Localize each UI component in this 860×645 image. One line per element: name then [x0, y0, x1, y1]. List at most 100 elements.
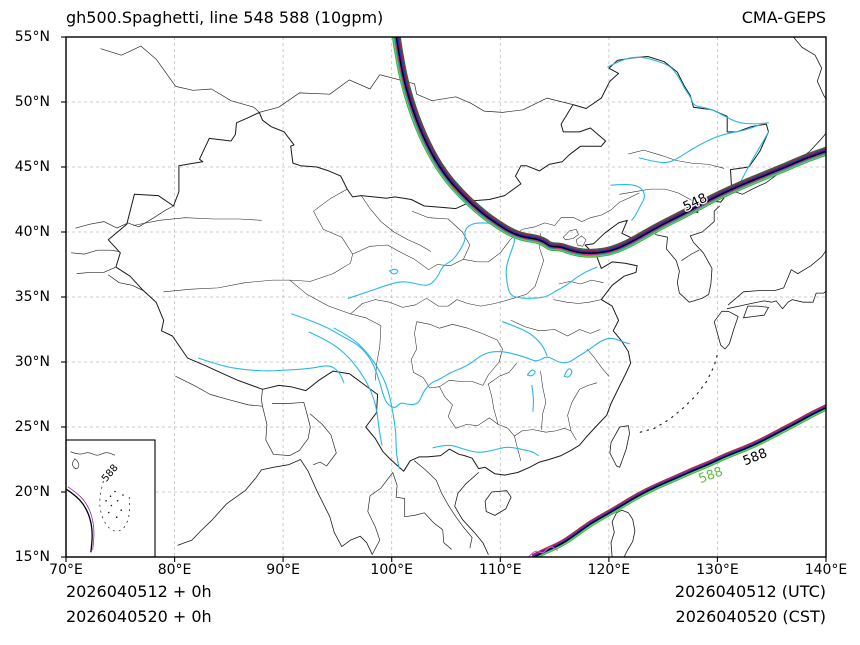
init-time-utc: 2026040512 + 0h	[66, 582, 212, 601]
foreign-border	[681, 249, 700, 261]
river	[531, 384, 535, 412]
valid-time-utc: 2026040512 (UTC)	[674, 582, 826, 601]
coastline	[609, 425, 630, 468]
y-axis: 55°N 50°N 45°N 40°N 35°N 30°N 25°N 20°N 15°N	[0, 29, 58, 565]
inset-island-dot	[116, 500, 119, 502]
coastline	[610, 509, 636, 557]
x-tick-label: 130°E	[696, 562, 739, 578]
foreign-border	[75, 205, 174, 229]
river	[388, 268, 399, 275]
axes	[61, 36, 827, 562]
x-tick-label: 90°E	[266, 562, 300, 578]
y-tick-label: 20°N	[14, 484, 50, 500]
inset-island-dot	[115, 516, 118, 518]
foreign-border	[71, 249, 120, 255]
coastline	[743, 305, 769, 319]
footer-left: 2026040512 + 0h 2026040520 + 0h	[66, 579, 212, 629]
contour-548-member	[399, 37, 826, 250]
foreign-border	[258, 74, 574, 113]
province-border	[514, 435, 522, 462]
init-time-cst: 2026040520 + 0h	[66, 607, 212, 626]
x-axis: 70°E 80°E 90°E 100°E 110°E 120°E 130°E 140°E	[49, 562, 847, 582]
inset-island-dot	[110, 504, 113, 507]
river	[638, 124, 760, 164]
contour-548-member	[393, 37, 826, 256]
inset-island-dot	[109, 495, 112, 498]
inset-map: 588	[65, 439, 156, 558]
inset-island-dot	[107, 511, 110, 514]
river	[347, 222, 598, 299]
province-border	[586, 348, 610, 377]
contour-588-member	[531, 404, 826, 557]
x-tick-label: 140°E	[804, 562, 848, 578]
contour-548-member	[396, 37, 826, 253]
contour-588-member	[536, 408, 826, 557]
province-border	[439, 386, 577, 441]
foreign-border	[404, 498, 452, 550]
valid-time-cst: 2026040520 (CST)	[675, 607, 826, 626]
river	[291, 313, 631, 408]
province-border	[361, 195, 432, 252]
inset-line	[65, 488, 93, 553]
river	[610, 184, 645, 221]
island-chain	[639, 353, 718, 433]
province-border	[558, 279, 604, 285]
river	[563, 368, 573, 378]
river	[308, 331, 383, 446]
y-tick-label: 15°N	[14, 549, 50, 565]
contour-588-member	[531, 403, 826, 556]
river	[501, 321, 548, 357]
chart-title: gh500.Spaghetti, line 548 588 (10gpm)	[66, 8, 384, 27]
province-border	[553, 299, 602, 304]
foreign-border	[175, 375, 263, 407]
coastline	[727, 249, 826, 306]
x-tick-label: 70°E	[49, 562, 83, 578]
model-label: CMA-GEPS	[741, 8, 826, 27]
contour-588-member	[532, 406, 826, 557]
y-tick-label: 35°N	[14, 289, 50, 305]
contour-548-member	[395, 37, 826, 254]
y-tick-label: 25°N	[14, 419, 50, 435]
ensemble-outlier-line	[528, 546, 559, 557]
foreign-border	[367, 472, 406, 555]
province-border	[133, 217, 262, 226]
river	[432, 444, 539, 457]
province-border	[163, 188, 353, 293]
y-tick-label: 40°N	[14, 224, 50, 240]
gridlines	[66, 37, 826, 557]
foreign-border	[414, 460, 473, 549]
inset-line	[72, 458, 80, 470]
contour-548-member	[392, 37, 826, 257]
x-tick-label: 120°E	[587, 562, 631, 578]
province-border	[463, 192, 640, 263]
inset-island-dot	[105, 500, 107, 502]
footer-right: 2026040512 (UTC) 2026040520 (CST)	[675, 579, 826, 629]
province-border	[352, 210, 471, 270]
province-border	[350, 298, 505, 315]
inset-line	[99, 480, 131, 532]
inset-frame	[65, 439, 156, 558]
province-border	[619, 188, 699, 207]
river	[737, 131, 770, 188]
contour-548-member	[398, 37, 826, 251]
inset-line	[70, 451, 116, 456]
province-border	[540, 370, 547, 430]
province-border	[563, 229, 579, 241]
contour-548-member	[391, 37, 826, 258]
province-border	[289, 279, 382, 381]
coastline	[792, 37, 826, 100]
province-border	[576, 235, 587, 247]
foreign-border	[100, 45, 260, 113]
foreign-border	[262, 401, 311, 456]
coastline	[724, 132, 826, 198]
coastline	[307, 470, 373, 555]
y-tick-label: 50°N	[14, 94, 50, 110]
foreign-border	[76, 266, 117, 274]
province-border	[567, 382, 598, 432]
y-tick-label: 30°N	[14, 354, 50, 370]
river	[197, 357, 345, 384]
foreign-border	[309, 413, 337, 467]
river	[526, 369, 536, 377]
